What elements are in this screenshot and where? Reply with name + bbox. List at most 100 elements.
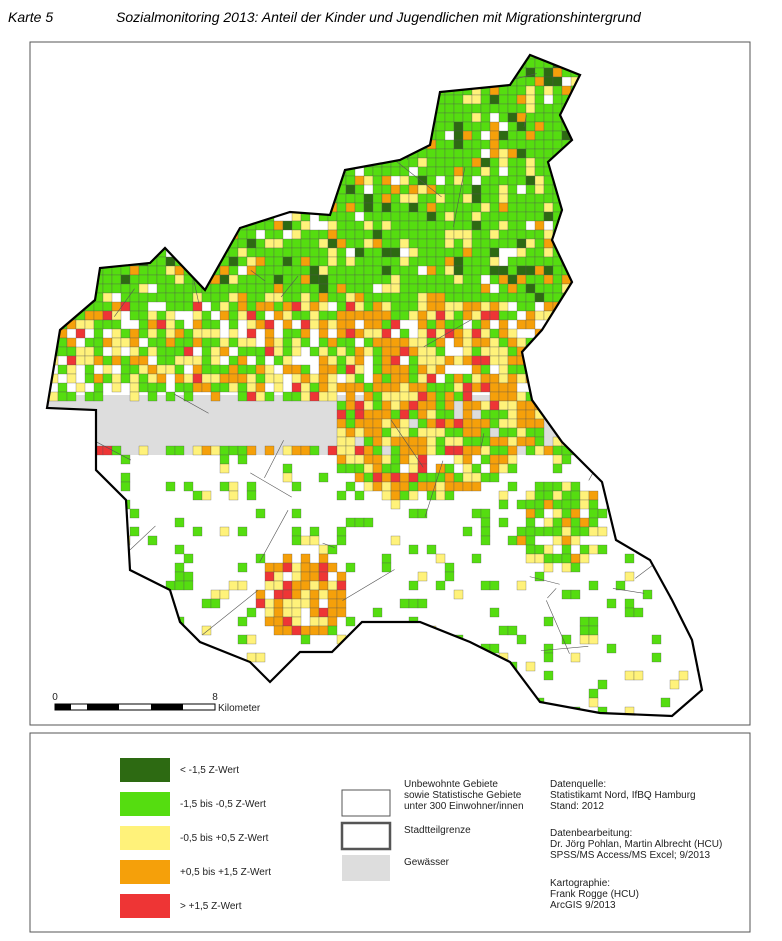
district-cell xyxy=(489,418,500,429)
district-cell xyxy=(525,544,536,555)
district-cell xyxy=(471,463,482,474)
district-cell xyxy=(561,499,572,510)
district-cell xyxy=(435,409,446,420)
district-cell xyxy=(318,562,329,573)
district-cell xyxy=(273,292,284,303)
district-cell xyxy=(390,382,401,393)
district-cell xyxy=(120,481,131,492)
district-cell xyxy=(417,220,428,231)
district-cell xyxy=(480,229,491,240)
district-cell xyxy=(498,229,509,240)
district-cell xyxy=(480,166,491,177)
district-cell xyxy=(237,616,248,627)
district-cell xyxy=(255,373,266,384)
district-cell xyxy=(372,445,383,456)
district-cell xyxy=(210,382,221,393)
district-cell xyxy=(417,382,428,393)
district-cell xyxy=(246,292,257,303)
district-cell xyxy=(507,409,518,420)
district-cell xyxy=(291,625,302,636)
district-cell xyxy=(399,481,410,492)
district-cell xyxy=(390,283,401,294)
district-cell xyxy=(318,283,329,294)
district-cell xyxy=(264,562,275,573)
district-cell xyxy=(498,310,509,321)
district-cell xyxy=(480,103,491,114)
district-cell xyxy=(210,364,221,375)
district-border xyxy=(342,569,395,601)
district-cell xyxy=(489,409,500,420)
district-cell xyxy=(192,310,203,321)
district-cell xyxy=(507,157,518,168)
district-cell xyxy=(264,571,275,582)
district-cell xyxy=(498,211,509,222)
credit-line: Stand: 2012 xyxy=(550,801,604,812)
district-cell xyxy=(480,220,491,231)
district-cell xyxy=(543,112,554,123)
district-cell xyxy=(489,130,500,141)
district-cell xyxy=(183,382,194,393)
district-cell xyxy=(426,193,437,204)
district-cell xyxy=(327,256,338,267)
district-cell xyxy=(435,157,446,168)
district-cell xyxy=(318,616,329,627)
district-cell xyxy=(156,319,167,330)
district-cell xyxy=(336,364,347,375)
district-cell xyxy=(462,526,473,537)
district-cell xyxy=(588,634,599,645)
district-cell xyxy=(84,337,95,348)
district-cell xyxy=(372,355,383,366)
district-cell xyxy=(606,643,617,654)
district-cell xyxy=(408,472,419,483)
district-cell xyxy=(300,292,311,303)
district-cell xyxy=(516,103,527,114)
district-cell xyxy=(120,301,131,312)
district-cell xyxy=(354,373,365,384)
district-cell xyxy=(84,310,95,321)
district-cell xyxy=(345,283,356,294)
district-cell xyxy=(390,301,401,312)
district-cell xyxy=(210,301,221,312)
district-cell xyxy=(489,445,500,456)
district-cell xyxy=(489,373,500,384)
district-cell xyxy=(363,445,374,456)
legend-swatch xyxy=(120,758,170,782)
district-cell xyxy=(525,436,536,447)
district-cell xyxy=(354,490,365,501)
district-cell xyxy=(471,238,482,249)
district-cell xyxy=(579,634,590,645)
district-cell xyxy=(138,373,149,384)
district-cell xyxy=(291,364,302,375)
district-cell xyxy=(318,625,329,636)
district-cell xyxy=(246,229,257,240)
district-cell xyxy=(156,328,167,339)
district-cell xyxy=(444,391,455,402)
district-cell xyxy=(291,373,302,384)
district-cell xyxy=(363,382,374,393)
district-cell xyxy=(237,355,248,366)
district-cell xyxy=(489,94,500,105)
district-cell xyxy=(399,400,410,411)
district-cell xyxy=(318,382,329,393)
district-cell xyxy=(255,238,266,249)
district-cell xyxy=(525,418,536,429)
district-cell xyxy=(381,427,392,438)
district-cell xyxy=(444,481,455,492)
district-cell xyxy=(516,274,527,285)
district-border xyxy=(94,440,132,461)
district-cell xyxy=(201,490,212,501)
district-cell xyxy=(201,382,212,393)
district-cell xyxy=(507,175,518,186)
district-cell xyxy=(282,292,293,303)
district-cell xyxy=(426,436,437,447)
district-cell xyxy=(300,589,311,600)
district-cell xyxy=(399,166,410,177)
district-cell xyxy=(291,328,302,339)
district-cell xyxy=(345,238,356,249)
district-cell xyxy=(255,247,266,258)
district-cell xyxy=(120,364,131,375)
district-cell xyxy=(498,184,509,195)
city-boundary xyxy=(45,53,704,718)
district-border xyxy=(202,590,258,636)
district-cell xyxy=(579,490,590,501)
